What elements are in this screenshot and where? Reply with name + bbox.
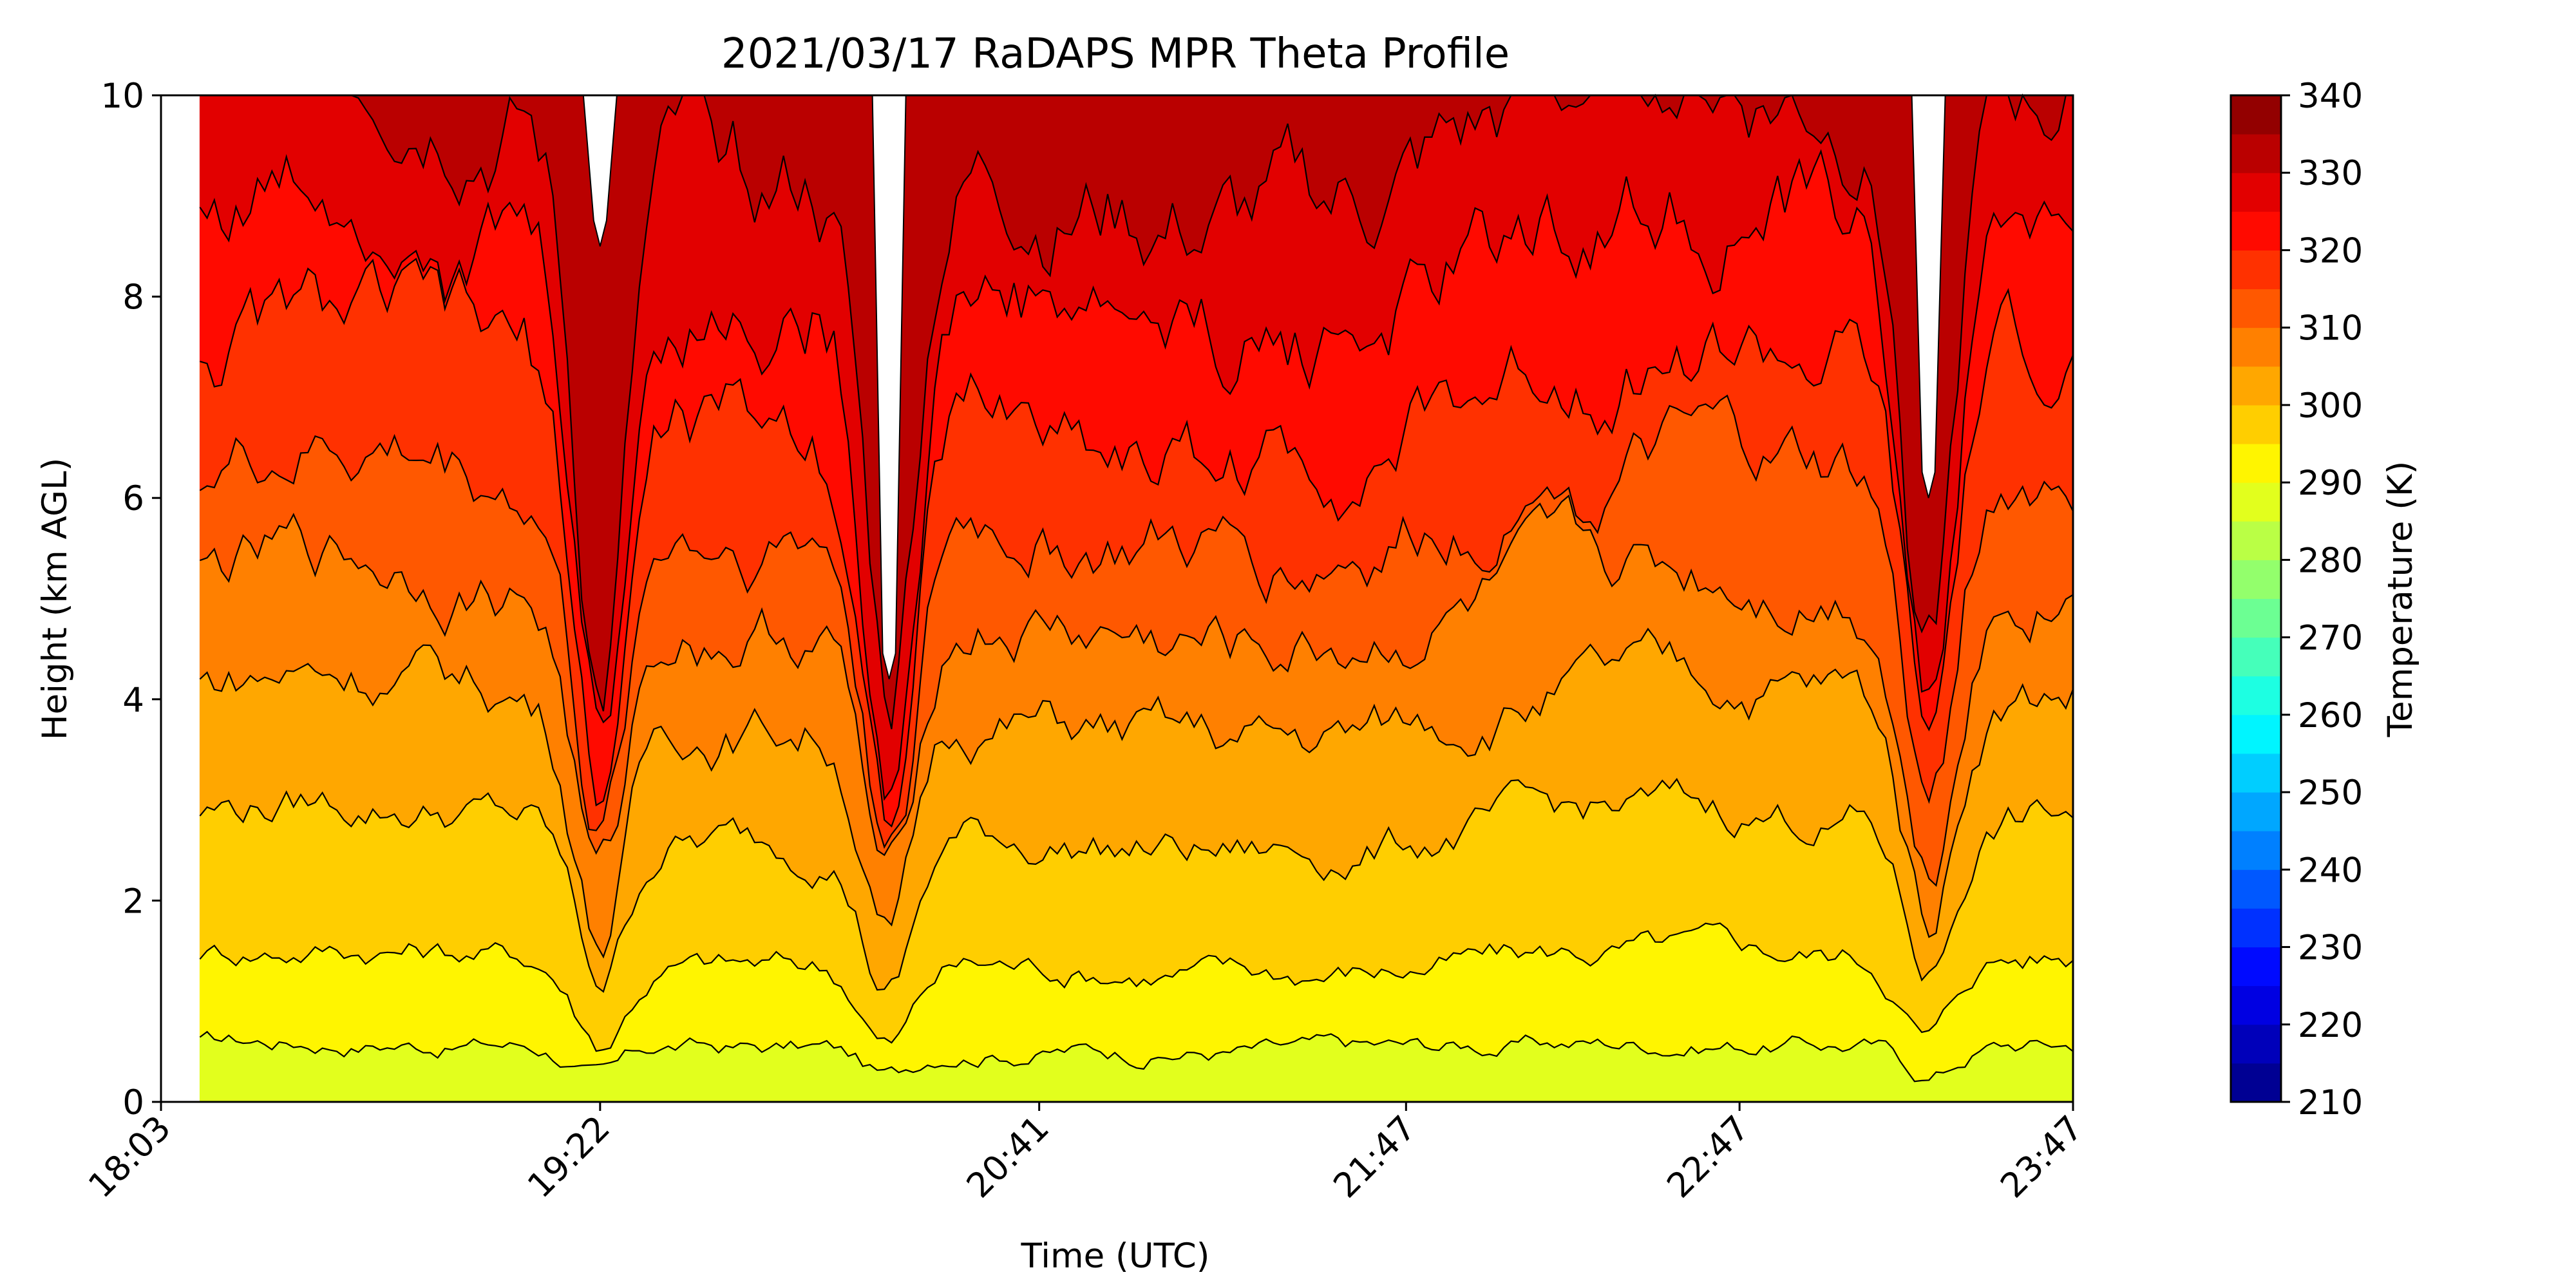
contour-fills: [199, 94, 2074, 1103]
contour-line: [199, 149, 2074, 801]
plot-area: [160, 93, 2074, 1103]
colorbar-band: [2231, 366, 2281, 406]
x-tick-label: 19:22: [520, 1108, 618, 1206]
colorbar-band: [2231, 173, 2281, 212]
x-tick-label: 21:47: [1326, 1108, 1423, 1206]
y-axis: 0 2 4 6 8 10: [101, 77, 161, 1122]
x-tick-label: 18:03: [81, 1108, 178, 1206]
y-tick-label: 8: [122, 278, 144, 317]
contour-line: [199, 922, 2074, 1052]
colorbar-band: [2231, 289, 2281, 328]
y-tick-label: 10: [101, 77, 144, 116]
colorbar-band: [2231, 1063, 2281, 1103]
colorbar-tick-label: 280: [2298, 541, 2363, 580]
colorbar-band: [2231, 327, 2281, 367]
colorbar-band: [2231, 250, 2281, 290]
contour-line: [199, 627, 2074, 959]
colorbar-band: [2231, 521, 2281, 560]
y-tick-label: 4: [122, 681, 144, 720]
x-axis-label: Time (UTC): [1021, 1236, 1210, 1276]
x-tick-label: 20:41: [960, 1108, 1057, 1206]
x-axis: 18:03 19:22 20:41 21:47 22:47 23:47: [81, 1102, 2090, 1206]
colorbar-tick-label: 320: [2298, 231, 2363, 270]
colorbar-tick-label: 300: [2298, 386, 2363, 426]
colorbar-tick-label: 210: [2298, 1083, 2363, 1122]
chart-title: 2021/03/17 RaDAPS MPR Theta Profile: [721, 30, 1510, 78]
colorbar-tick-label: 260: [2298, 696, 2363, 735]
colorbar-band: [2231, 134, 2281, 173]
y-axis-label: Height (km AGL): [35, 458, 75, 741]
colorbar-bands: [2231, 95, 2281, 1103]
colorbar-band: [2231, 598, 2281, 638]
colorbar-band: [2231, 985, 2281, 1025]
colorbar-band: [2231, 1024, 2281, 1064]
colorbar-band: [2231, 714, 2281, 754]
y-tick-label: 0: [122, 1083, 144, 1122]
plot-frame: [160, 94, 2074, 1103]
y-tick-label: 6: [122, 479, 144, 518]
colorbar: 210 220 230 240 250 260 270 280 290 300 310 320 330 3…: [2230, 77, 2420, 1122]
colorbar-frame: [2230, 94, 2282, 1103]
colorbar-band: [2231, 560, 2281, 599]
colorbar-tick-label: 230: [2298, 929, 2363, 968]
colorbar-band: [2231, 753, 2281, 793]
colorbar-band: [2231, 792, 2281, 831]
colorbar-ticks: 210 220 230 240 250 260 270 280 290 300 310 320 330 3…: [2281, 77, 2363, 1122]
colorbar-tick-label: 290: [2298, 464, 2363, 503]
colorbar-tick-label: 340: [2298, 77, 2363, 116]
colorbar-band: [2231, 831, 2281, 870]
colorbar-band: [2231, 211, 2281, 251]
contour-line: [200, 93, 2073, 730]
colorbar-band: [2231, 869, 2281, 909]
contour-line: [199, 1030, 2074, 1083]
colorbar-band: [2231, 947, 2281, 987]
colorbar-tick-label: 330: [2298, 154, 2363, 193]
colorbar-tick-label: 310: [2298, 309, 2363, 348]
colorbar-tick-label: 220: [2298, 1006, 2363, 1045]
colorbar-band: [2231, 482, 2281, 522]
colorbar-tick-label: 250: [2298, 773, 2363, 813]
x-tick-label: 23:47: [1993, 1108, 2090, 1206]
colorbar-tick-label: 240: [2298, 851, 2363, 890]
colorbar-band: [2231, 676, 2281, 715]
contour-line: [200, 258, 2074, 828]
contour-lines: [199, 93, 2074, 1083]
colorbar-band: [2231, 404, 2281, 444]
colorbar-label: Temperature (K): [2381, 461, 2420, 738]
contour-line: [199, 394, 2074, 849]
y-tick-label: 2: [122, 882, 144, 921]
contour-line: [199, 777, 2074, 993]
colorbar-tick-label: 270: [2298, 619, 2363, 658]
colorbar-band: [2231, 95, 2281, 135]
colorbar-band: [2231, 908, 2281, 948]
colorbar-band: [2231, 637, 2281, 677]
x-tick-label: 22:47: [1660, 1108, 1757, 1206]
colorbar-band: [2231, 444, 2281, 483]
contour-line: [200, 494, 2074, 887]
data-gaps: [582, 95, 1946, 679]
